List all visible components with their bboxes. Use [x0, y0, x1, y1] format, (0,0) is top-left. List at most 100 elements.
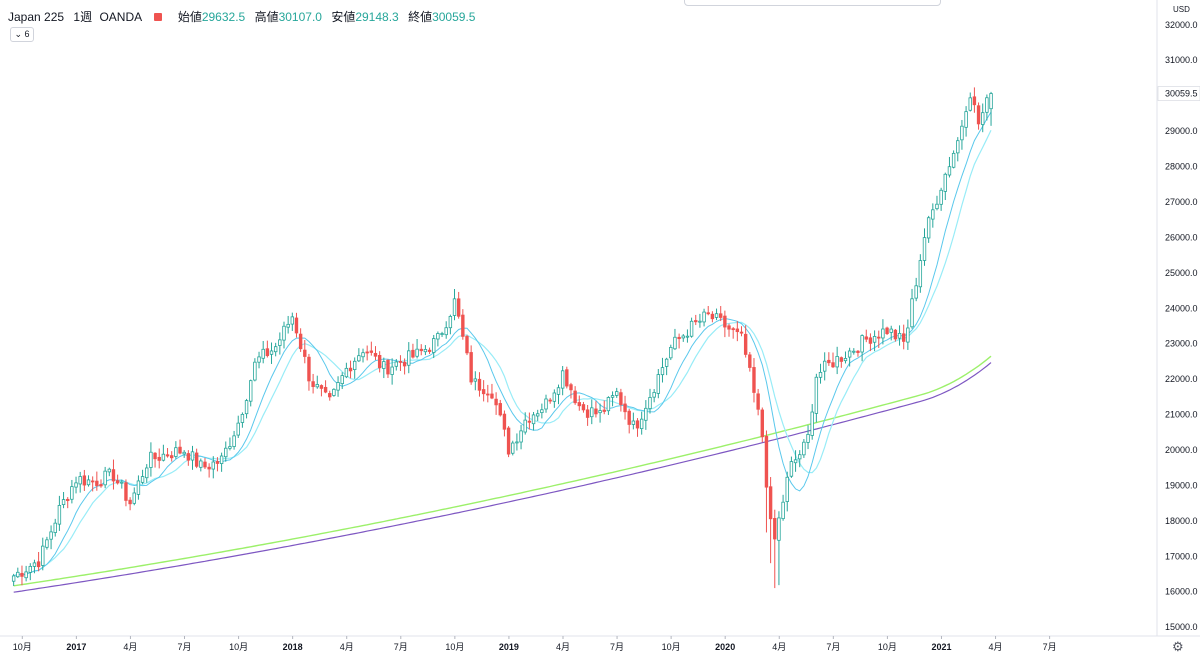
candle-body — [852, 351, 855, 352]
candle-body — [919, 261, 922, 287]
candle-body — [582, 405, 585, 410]
candle-body — [216, 462, 219, 464]
candle-body — [511, 443, 514, 453]
price-tick-label: 26000.0 — [1165, 232, 1198, 242]
candle-body — [761, 410, 764, 437]
time-tick-label: 10月 — [13, 642, 32, 652]
candle-body — [961, 126, 964, 140]
candle-body — [241, 414, 244, 422]
candle-body — [87, 480, 90, 485]
time-tick-label: 10月 — [662, 642, 681, 652]
candle-body — [624, 404, 627, 412]
candle-body — [832, 363, 835, 367]
candle-body — [640, 419, 643, 428]
candle-body — [753, 367, 756, 392]
candle-body — [557, 388, 560, 395]
candle-body — [694, 321, 697, 322]
price-tick-label: 27000.0 — [1165, 197, 1198, 207]
candle-body — [41, 546, 44, 565]
symbol-name[interactable]: Japan 225 — [8, 10, 64, 24]
candle-body — [237, 423, 240, 435]
candle-body — [29, 566, 32, 572]
candle-body — [848, 351, 851, 357]
candle-body — [212, 462, 215, 469]
candle-body — [120, 482, 123, 483]
candle-body — [794, 460, 797, 463]
candle-body — [669, 347, 672, 357]
candle-body — [391, 367, 394, 374]
candle-body — [749, 355, 752, 368]
candle-body — [678, 337, 681, 338]
candle-body — [141, 477, 144, 483]
price-tick-label: 32000.0 — [1165, 20, 1198, 30]
candle-body — [778, 518, 781, 540]
candle-body — [890, 329, 893, 332]
candle-body — [586, 410, 589, 418]
candle-body — [170, 456, 173, 458]
candle-body — [407, 351, 410, 365]
candle-body — [291, 317, 294, 324]
candle-body — [462, 315, 465, 336]
candle-body — [91, 481, 94, 482]
candle-body — [470, 352, 473, 381]
candle-body — [416, 349, 419, 356]
candle-body — [711, 314, 714, 318]
candle-body — [665, 359, 668, 366]
candle-body — [21, 573, 24, 576]
candle-body — [104, 471, 107, 485]
top-toolbar[interactable] — [684, 0, 941, 6]
time-tick-label: 2017 — [66, 642, 86, 652]
ma-fast-line — [14, 112, 991, 576]
candle-body — [453, 299, 456, 316]
candle-body — [736, 329, 739, 332]
candle-body — [362, 353, 365, 357]
candle-body — [428, 350, 431, 351]
candle-body — [349, 368, 352, 371]
candle-body — [773, 518, 776, 539]
candle-body — [353, 361, 356, 369]
candle-body — [861, 336, 864, 352]
candle-body — [803, 442, 806, 455]
timeframe-label[interactable]: 1週 — [73, 10, 92, 24]
candle-body — [944, 174, 947, 191]
price-tick-label: 16000.0 — [1165, 587, 1198, 597]
candle-body — [486, 394, 489, 395]
candle-body — [757, 394, 760, 409]
candle-body — [907, 328, 910, 342]
price-tick-label: 31000.0 — [1165, 55, 1198, 65]
candle-body — [590, 408, 593, 417]
candle-body — [769, 487, 772, 519]
candle-body — [112, 470, 115, 481]
candle-body — [819, 372, 822, 377]
chevron-down-icon: ⌄ — [14, 29, 22, 39]
candle-body — [245, 401, 248, 414]
candle-body — [690, 321, 693, 336]
candle-body — [940, 190, 943, 204]
candle-body — [865, 337, 868, 339]
settings-gear-icon[interactable]: ⚙ — [1172, 639, 1184, 655]
candle-body — [204, 462, 207, 467]
candle-body — [574, 391, 577, 403]
price-unit-label: USD — [1173, 5, 1190, 14]
candle-body — [424, 349, 427, 351]
candle-body — [287, 324, 290, 327]
candle-body — [927, 218, 930, 238]
candle-body — [877, 337, 880, 338]
candle-body — [740, 332, 743, 333]
candle-body — [445, 328, 448, 335]
candle-body — [432, 339, 435, 353]
candle-body — [649, 397, 652, 408]
candle-body — [844, 358, 847, 360]
high-key: 高値 — [255, 10, 279, 24]
indicators-toggle-button[interactable]: ⌄ 6 — [10, 27, 34, 42]
candle-body — [873, 336, 876, 342]
candle-body — [728, 326, 731, 329]
price-tick-label: 24000.0 — [1165, 303, 1198, 313]
candle-body — [628, 411, 631, 424]
candle-body — [370, 351, 373, 353]
price-tick-label: 21000.0 — [1165, 410, 1198, 420]
candle-body — [279, 340, 282, 346]
candle-body — [732, 329, 735, 330]
candle-body — [466, 336, 469, 352]
